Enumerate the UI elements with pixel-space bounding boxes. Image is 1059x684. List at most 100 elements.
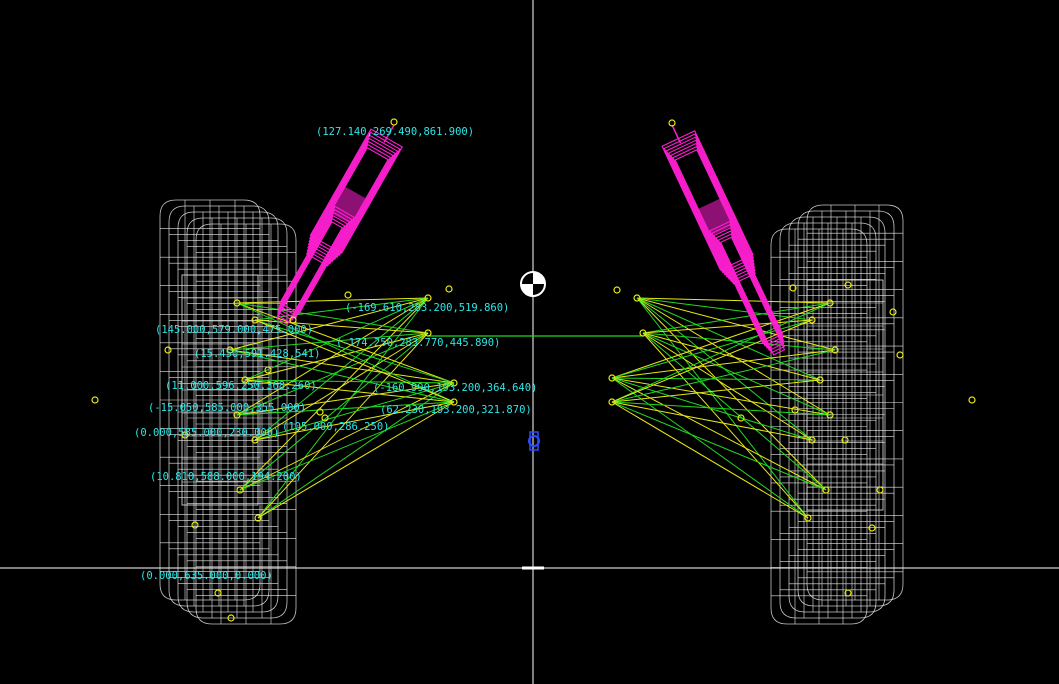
- hardpoint-marker-icon[interactable]: [889, 308, 897, 316]
- hardpoint-marker-icon[interactable]: [844, 281, 852, 289]
- hardpoint-marker-icon[interactable]: [164, 346, 172, 354]
- hardpoint-marker-icon[interactable]: [791, 406, 799, 414]
- arm-link: [254, 319, 455, 384]
- shock-rod: [671, 124, 682, 144]
- hardpoint-marker-icon[interactable]: [737, 414, 745, 422]
- arm-link: [244, 379, 455, 403]
- hardpoint-marker-icon[interactable]: [822, 486, 830, 494]
- arm-link: [642, 332, 821, 381]
- arm-link: [611, 302, 831, 403]
- shock-outer-tube: [667, 139, 755, 278]
- shock-inner-tube: [276, 221, 344, 326]
- hardpoint-marker-icon[interactable]: [450, 398, 458, 406]
- shock-inner-tube: [713, 227, 785, 349]
- arm-link: [642, 332, 827, 491]
- hardpoint-marker-icon[interactable]: [233, 411, 241, 419]
- tire-ring: [806, 204, 904, 601]
- hardpoint-marker-icon[interactable]: [214, 589, 222, 597]
- left-wheel-wireframe: [159, 199, 297, 625]
- hardpoint-marker-icon[interactable]: [868, 524, 876, 532]
- hardpoint-markers[interactable]: [91, 118, 976, 622]
- tire-ring: [788, 216, 886, 613]
- shock-outer-tube: [308, 134, 399, 259]
- tire-ring: [159, 199, 261, 601]
- hardpoint-marker-icon[interactable]: [639, 329, 647, 337]
- hardpoint-marker-icon[interactable]: [608, 398, 616, 406]
- label-upper-arm-front: (-169.610,283.200,519.860): [345, 302, 509, 314]
- hardpoint-marker-icon[interactable]: [390, 118, 398, 126]
- hardpoint-marker-icon[interactable]: [613, 286, 621, 294]
- hardpoint-marker-icon[interactable]: [251, 316, 259, 324]
- hardpoint-marker-icon[interactable]: [841, 436, 849, 444]
- label-tie-rod: (0.000,585.000,230.000): [134, 427, 279, 439]
- label-upper-outer: (145.000,579.000,475.000): [155, 324, 313, 336]
- hardpoint-marker-icon[interactable]: [424, 294, 432, 302]
- hardpoint-marker-icon[interactable]: [227, 614, 235, 622]
- arm-link: [636, 297, 836, 351]
- hardpoint-marker-icon[interactable]: [91, 396, 99, 404]
- shock-outer-tube: [306, 143, 392, 265]
- hardpoint-marker-icon[interactable]: [608, 374, 616, 382]
- hardpoint-marker-icon[interactable]: [816, 376, 824, 384]
- tire-ring: [770, 228, 868, 625]
- arm-link: [636, 297, 821, 381]
- hardpoint-marker-icon[interactable]: [316, 408, 324, 416]
- hardpoint-marker-icon[interactable]: [826, 411, 834, 419]
- hardpoint-marker-icon[interactable]: [844, 589, 852, 597]
- shock-outer-tube: [672, 145, 756, 283]
- hardpoint-marker-icon[interactable]: [289, 316, 297, 324]
- arm-link: [236, 302, 455, 384]
- hardpoint-marker-icon[interactable]: [241, 376, 249, 384]
- label-lower-arm-rear: (62.230,193.200,321.870): [380, 404, 532, 416]
- hardpoint-marker-icon[interactable]: [804, 514, 812, 522]
- hardpoint-marker-icon[interactable]: [450, 379, 458, 387]
- left-control-arms: [229, 297, 643, 519]
- tire-ring: [168, 205, 270, 607]
- label-upper-arm-rear: (-174.250,283.770,445.890): [336, 337, 500, 349]
- tire-ring: [177, 211, 279, 613]
- arm-link: [611, 377, 831, 416]
- arm-link: [239, 401, 455, 491]
- label-knuckle-low: (-15.050,585.000,355.000): [148, 402, 306, 414]
- hardpoint-marker-icon[interactable]: [191, 521, 199, 529]
- selected-point-marker[interactable]: [528, 431, 540, 451]
- right-control-arms: [611, 297, 836, 519]
- hardpoint-marker-icon[interactable]: [181, 431, 189, 439]
- shock-inner-tube: [719, 236, 786, 356]
- hardpoint-marker-icon[interactable]: [633, 294, 641, 302]
- hardpoint-marker-icon[interactable]: [826, 299, 834, 307]
- arm-link: [254, 332, 429, 441]
- hardpoint-marker-icon[interactable]: [968, 396, 976, 404]
- shock-outer-tube: [665, 136, 755, 276]
- hardpoint-marker-icon[interactable]: [321, 414, 329, 422]
- arm-link: [229, 349, 455, 403]
- hardpoint-marker-icon[interactable]: [789, 284, 797, 292]
- arm-link: [257, 401, 455, 519]
- hardpoint-marker-icon[interactable]: [233, 299, 241, 307]
- hardpoint-marker-icon[interactable]: [808, 436, 816, 444]
- hardpoint-marker-icon[interactable]: [831, 346, 839, 354]
- label-upper-ball: (15.450,591.428,541): [194, 348, 320, 360]
- hardpoint-marker-icon[interactable]: [264, 366, 272, 374]
- hardpoint-marker-icon[interactable]: [226, 346, 234, 354]
- hardpoint-marker-icon[interactable]: [445, 285, 453, 293]
- label-lower-arm-front: (-160.990,193.200,364.640): [373, 382, 537, 394]
- label-lower-ball: (10.810,588.000,194.200): [150, 471, 302, 483]
- left-shock-absorber: [276, 124, 403, 326]
- hardpoint-marker-icon[interactable]: [254, 514, 262, 522]
- shock-inner-tube: [277, 214, 348, 321]
- hardpoint-marker-icon[interactable]: [668, 119, 676, 127]
- hardpoint-marker-icon[interactable]: [236, 486, 244, 494]
- center-of-gravity-icon[interactable]: [520, 271, 546, 297]
- shock-inner-tube: [717, 233, 785, 354]
- hardpoint-marker-icon[interactable]: [896, 351, 904, 359]
- hardpoint-marker-icon[interactable]: [344, 291, 352, 299]
- hardpoint-marker-icon[interactable]: [876, 486, 884, 494]
- hardpoint-marker-icon[interactable]: [251, 436, 259, 444]
- arm-link: [229, 349, 455, 384]
- hardpoint-marker-icon[interactable]: [424, 329, 432, 337]
- arm-link: [636, 297, 831, 304]
- hardpoint-marker-icon[interactable]: [808, 316, 816, 324]
